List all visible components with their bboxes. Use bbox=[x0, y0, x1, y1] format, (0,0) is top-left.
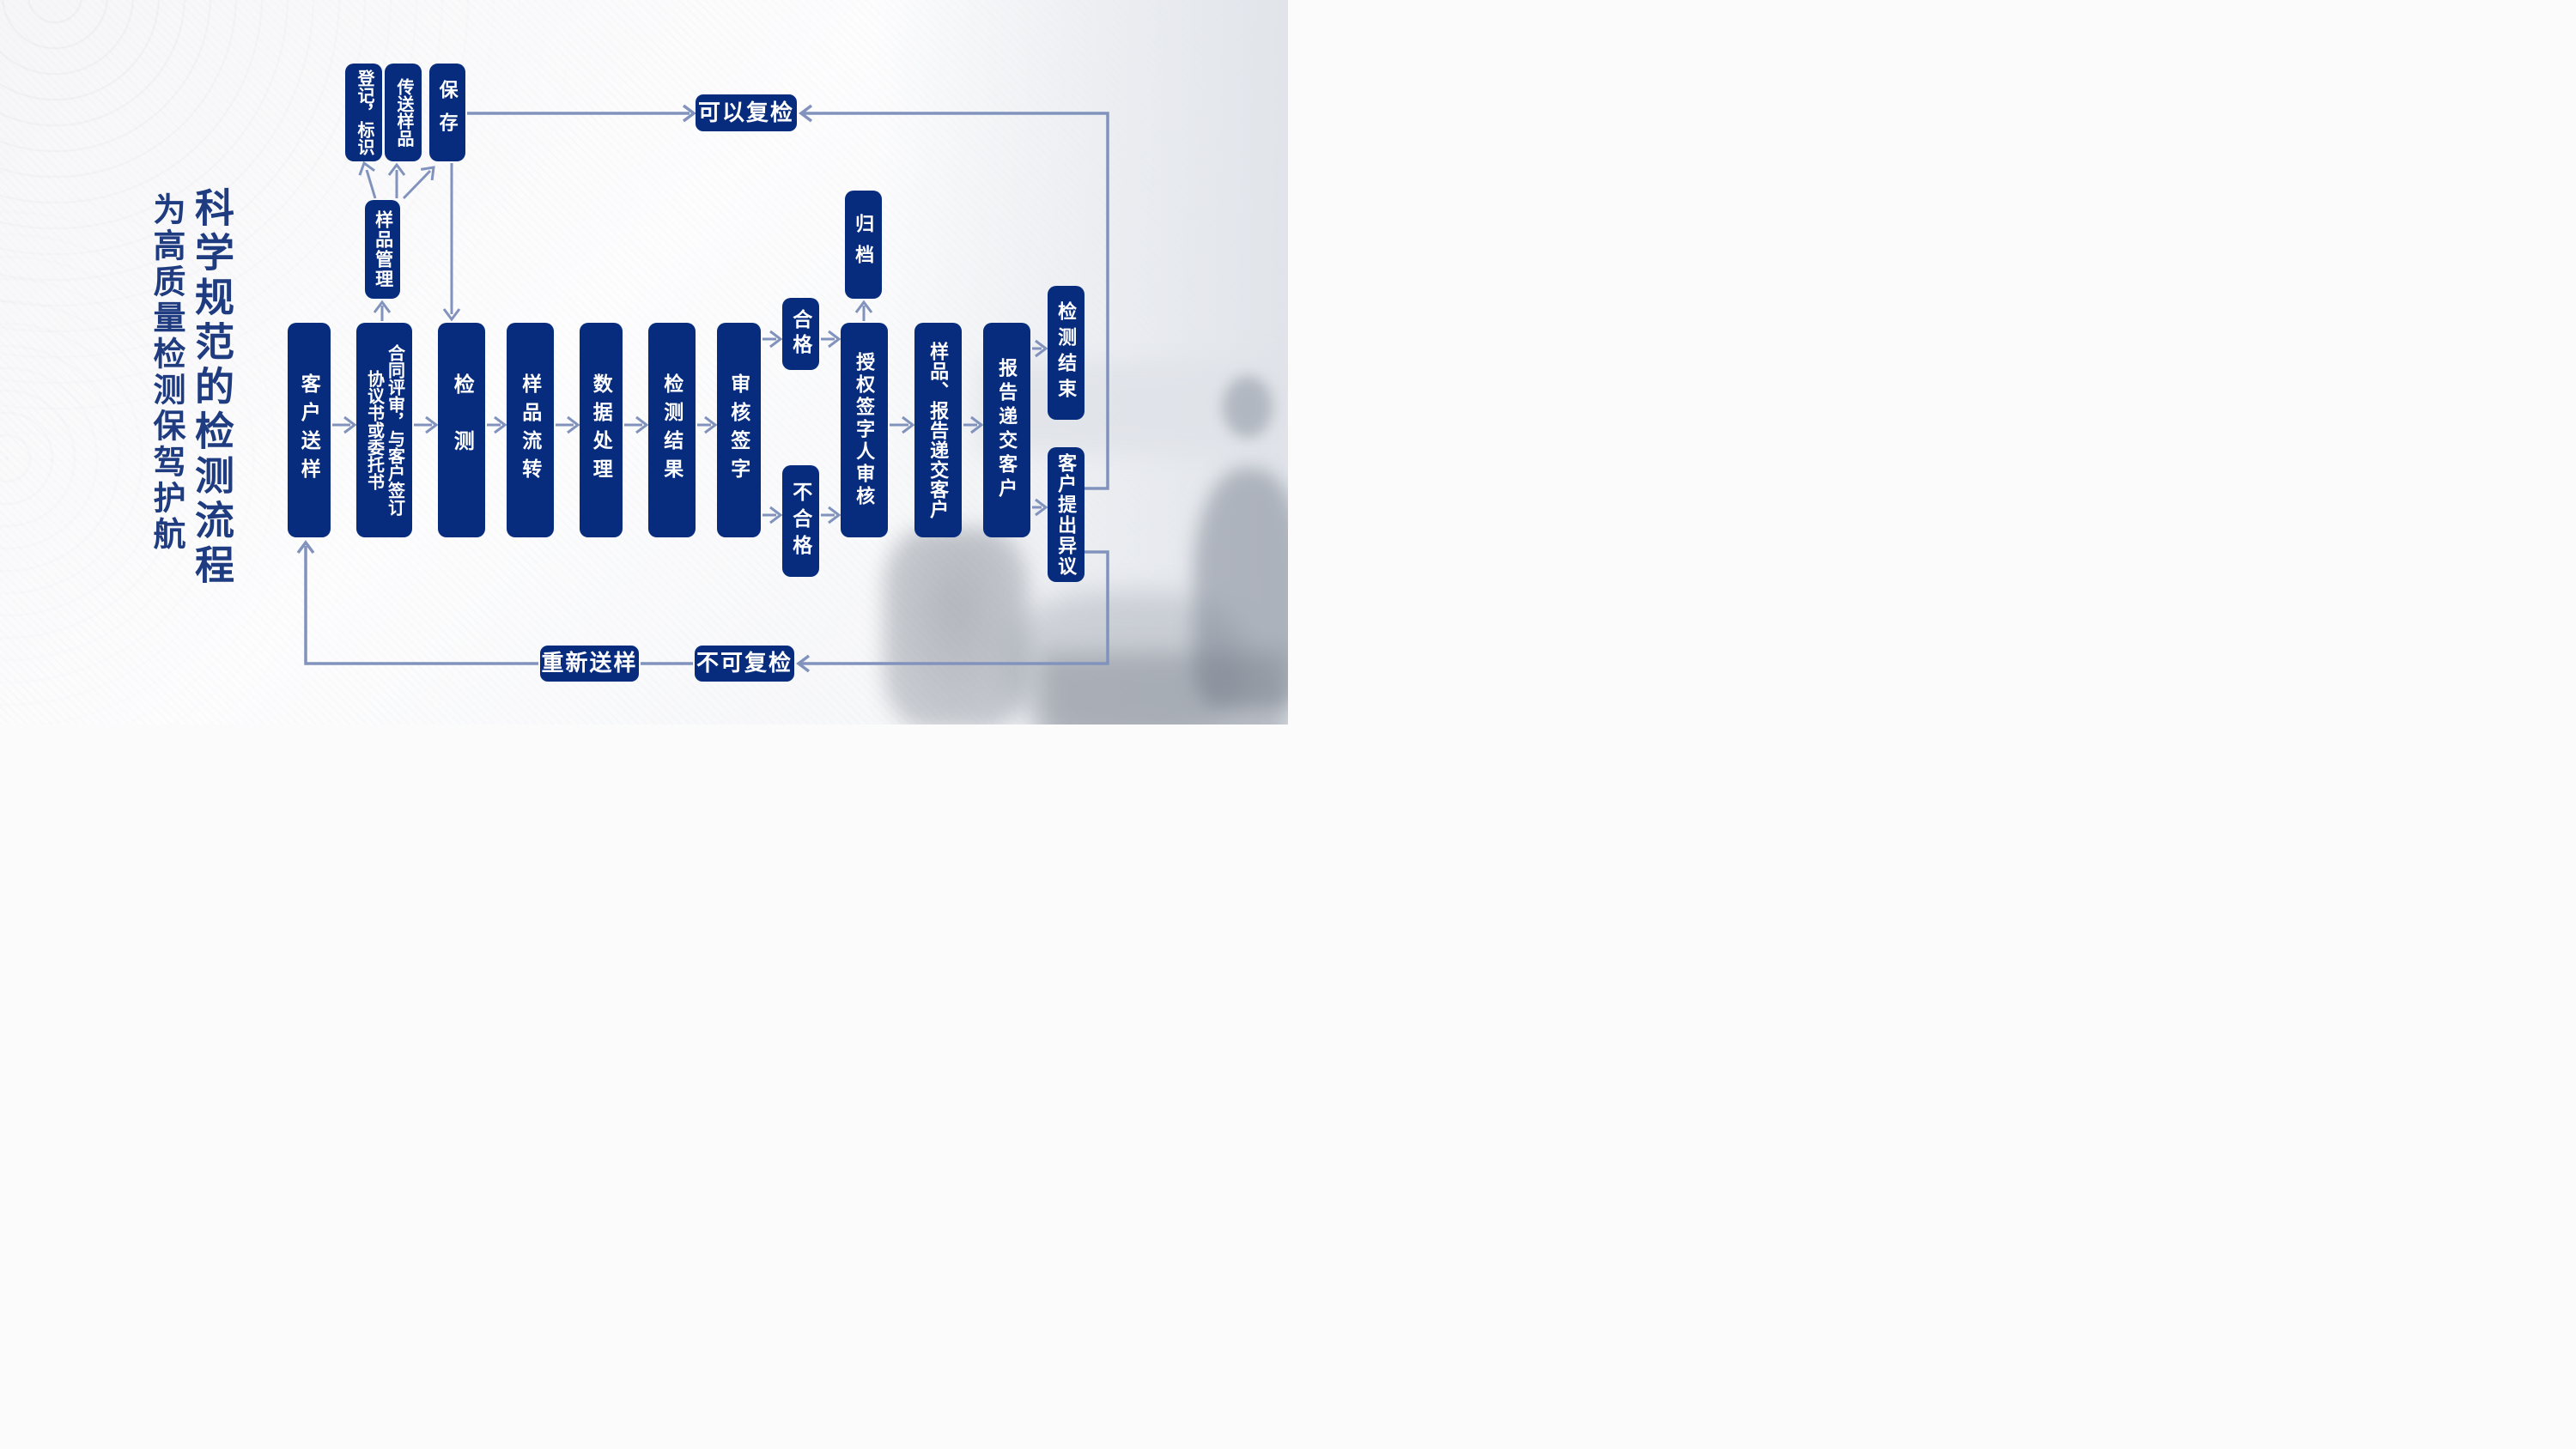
arrow-qualified-to-authorized bbox=[821, 330, 841, 349]
arrow-store-to-canretest bbox=[467, 104, 696, 123]
node-contract-review: 协议书或委托书 合同评审，与客户签订 bbox=[356, 323, 412, 537]
faded-photo-person-head bbox=[1223, 376, 1273, 438]
page-title: 科学规范的检测流程 bbox=[190, 187, 234, 589]
contract-review-right-column: 合同评审，与客户签订 bbox=[385, 344, 404, 516]
flowchart-canvas: 科学规范的检测流程 为高质量检测保驾护航 bbox=[0, 0, 1288, 724]
arrow-sampleflow-to-dataprocessing bbox=[556, 415, 580, 434]
node-unqualified: 不合格 bbox=[782, 465, 819, 577]
node-store: 保存 bbox=[429, 64, 465, 161]
arrow-sampledelivery-to-reportdelivery bbox=[963, 415, 984, 434]
contract-review-left-column: 协议书或委托书 bbox=[364, 370, 384, 490]
node-sample-flow: 样品流转 bbox=[507, 323, 554, 537]
arrow-samplemanagement-to-transfer bbox=[387, 162, 406, 198]
node-authorized-signatory-review: 授权签字人审核 bbox=[841, 323, 888, 537]
arrow-customer-to-contract bbox=[332, 415, 357, 434]
node-sample-report-delivery: 样品、报告递交客户 bbox=[914, 323, 962, 537]
line-resend-to-customersample bbox=[296, 540, 538, 665]
node-cannot-retest: 不可复检 bbox=[695, 646, 794, 682]
node-sample-management: 样品管理 bbox=[365, 200, 400, 299]
arrow-contract-to-samplemanagement bbox=[373, 300, 392, 321]
faded-photo-corner bbox=[1039, 652, 1288, 724]
node-customer-sample: 客户送样 bbox=[288, 323, 331, 537]
arrow-contract-to-testing bbox=[414, 415, 439, 434]
arrow-samplemanagement-to-store bbox=[402, 166, 435, 200]
node-test-result: 检测结果 bbox=[648, 323, 696, 537]
arrow-reviewsign-to-unqualified bbox=[762, 506, 783, 524]
arrow-dataprocessing-to-testresult bbox=[624, 415, 649, 434]
node-test-end: 检测结束 bbox=[1048, 286, 1084, 420]
arrow-samplemanagement-to-register bbox=[358, 161, 377, 199]
faded-photo-equipment bbox=[883, 528, 1029, 724]
node-can-retest: 可以复检 bbox=[696, 94, 797, 131]
arrow-testresult-to-reviewsign bbox=[697, 415, 718, 434]
arrow-reportdelivery-to-objection bbox=[1032, 498, 1048, 517]
node-report-delivery: 报告递交客户 bbox=[983, 323, 1030, 537]
arrow-testing-to-sampleflow bbox=[487, 415, 507, 434]
node-register-mark: 登记，标识 bbox=[345, 64, 382, 161]
faded-photo-person bbox=[1194, 468, 1288, 708]
node-customer-objection: 客户提出异议 bbox=[1048, 447, 1084, 582]
arrow-reportdelivery-to-testend bbox=[1032, 339, 1048, 358]
node-testing: 检测 bbox=[438, 323, 485, 537]
arrow-authorized-to-archive bbox=[854, 300, 873, 321]
page-subtitle: 为高质量检测保驾护航 bbox=[148, 192, 184, 553]
node-transfer-sample: 传送样品 bbox=[385, 64, 422, 161]
node-archive: 归档 bbox=[845, 191, 882, 299]
node-data-processing: 数据处理 bbox=[580, 323, 623, 537]
arrow-reviewsign-to-qualified bbox=[762, 330, 783, 349]
node-review-sign: 审核签字 bbox=[717, 323, 761, 537]
arrow-authorized-to-sampledelivery bbox=[890, 415, 915, 434]
arrow-unqualified-to-authorized bbox=[821, 506, 841, 524]
node-resend-sample: 重新送样 bbox=[540, 646, 639, 682]
faded-photo-equipment-2 bbox=[1005, 592, 1245, 724]
node-qualified: 合格 bbox=[782, 298, 819, 370]
arrow-store-to-testing bbox=[442, 163, 461, 322]
